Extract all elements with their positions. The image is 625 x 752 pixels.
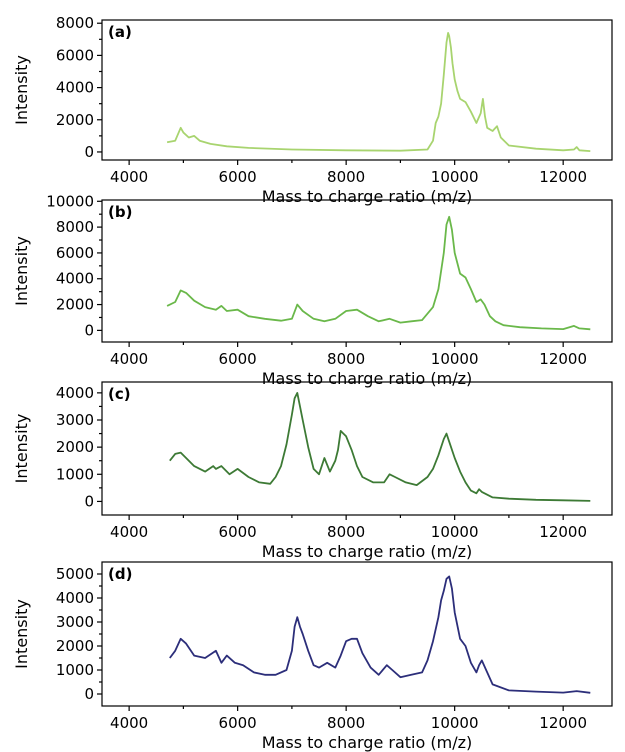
panel-label-b: (b) xyxy=(108,203,132,221)
plot-frame-a xyxy=(101,19,613,161)
x-tick-label-b: 10000 xyxy=(431,350,479,368)
y-tick-label-d: 5000 xyxy=(56,565,94,583)
y-tick-label-d: 1000 xyxy=(56,661,94,679)
x-tick-label-a: 12000 xyxy=(539,168,587,186)
y-axis-label-b: Intensity xyxy=(12,236,31,306)
panel-d: 4000 6000 8000 10000 12000 0 1000 2000 3000 4000 5… xyxy=(12,561,613,752)
y-tick-label-a: 6000 xyxy=(56,46,94,64)
y-tick-label-d: 3000 xyxy=(56,613,94,631)
x-tick-label-c: 6000 xyxy=(219,523,257,541)
x-tick-label-c: 8000 xyxy=(327,523,365,541)
y-tick-label-b: 8000 xyxy=(56,218,94,236)
x-tick-label-d: 4000 xyxy=(110,714,148,732)
y-tick-label-d: 4000 xyxy=(56,589,94,607)
x-axis-label-c: Mass to charge ratio (m/z) xyxy=(262,542,472,561)
y-tick-label-b: 0 xyxy=(84,321,94,339)
y-tick-label-b: 6000 xyxy=(56,244,94,262)
x-tick-label-a: 10000 xyxy=(431,168,479,186)
spectrum-line-c xyxy=(169,391,591,502)
plot-frame-c xyxy=(101,381,613,516)
x-axis-label-b: Mass to charge ratio (m/z) xyxy=(262,369,472,388)
x-tick-label-c: 4000 xyxy=(110,523,148,541)
plot-frame-d xyxy=(101,561,613,707)
x-tick-label-d: 8000 xyxy=(327,714,365,732)
panel-label-a: (a) xyxy=(108,23,132,41)
x-tick-label-a: 8000 xyxy=(327,168,365,186)
y-tick-label-a: 2000 xyxy=(56,111,94,129)
y-axis-label-c: Intensity xyxy=(12,414,31,484)
y-tick-label-d: 2000 xyxy=(56,637,94,655)
spectrum-line-a xyxy=(166,32,591,152)
x-tick-label-c: 10000 xyxy=(431,523,479,541)
y-axis-label-a: Intensity xyxy=(12,55,31,125)
x-tick-label-c: 12000 xyxy=(539,523,587,541)
spectrum-line-b xyxy=(166,215,591,331)
y-tick-label-b: 2000 xyxy=(56,296,94,314)
y-tick-label-c: 3000 xyxy=(56,411,94,429)
x-tick-label-d: 12000 xyxy=(539,714,587,732)
x-axis-label-d: Mass to charge ratio (m/z) xyxy=(262,733,472,752)
y-tick-label-c: 1000 xyxy=(56,465,94,483)
spectrum-line-d xyxy=(169,575,591,694)
y-tick-label-c: 2000 xyxy=(56,438,94,456)
y-tick-label-b: 4000 xyxy=(56,270,94,288)
y-tick-label-a: 0 xyxy=(84,143,94,161)
plot-frame-b xyxy=(101,199,613,343)
x-tick-label-d: 10000 xyxy=(431,714,479,732)
y-tick-label-c: 4000 xyxy=(56,384,94,402)
x-tick-label-a: 6000 xyxy=(219,168,257,186)
y-tick-label-b: 10000 xyxy=(46,192,94,210)
y-tick-label-a: 8000 xyxy=(56,14,94,32)
panel-label-d: (d) xyxy=(108,565,132,583)
panel-label-c: (c) xyxy=(108,385,131,403)
y-tick-label-a: 4000 xyxy=(56,79,94,97)
panel-b: 4000 6000 8000 10000 12000 0 2000 4000 6000 8000 1… xyxy=(12,192,613,388)
x-tick-label-b: 6000 xyxy=(219,350,257,368)
x-tick-label-a: 4000 xyxy=(110,168,148,186)
panel-c: 4000 6000 8000 10000 12000 0 1000 2000 3000 4000 I… xyxy=(12,381,613,561)
x-tick-label-b: 8000 xyxy=(327,350,365,368)
y-tick-label-c: 0 xyxy=(84,492,94,510)
x-tick-label-b: 4000 xyxy=(110,350,148,368)
x-tick-label-b: 12000 xyxy=(539,350,587,368)
y-tick-label-d: 0 xyxy=(84,685,94,703)
x-tick-label-d: 6000 xyxy=(219,714,257,732)
x-axis-label-a: Mass to charge ratio (m/z) xyxy=(262,187,472,206)
y-axis-label-d: Intensity xyxy=(12,599,31,669)
panel-a: 4000 6000 8000 10000 12000 0 2000 4000 6000 8000 I… xyxy=(12,14,613,206)
